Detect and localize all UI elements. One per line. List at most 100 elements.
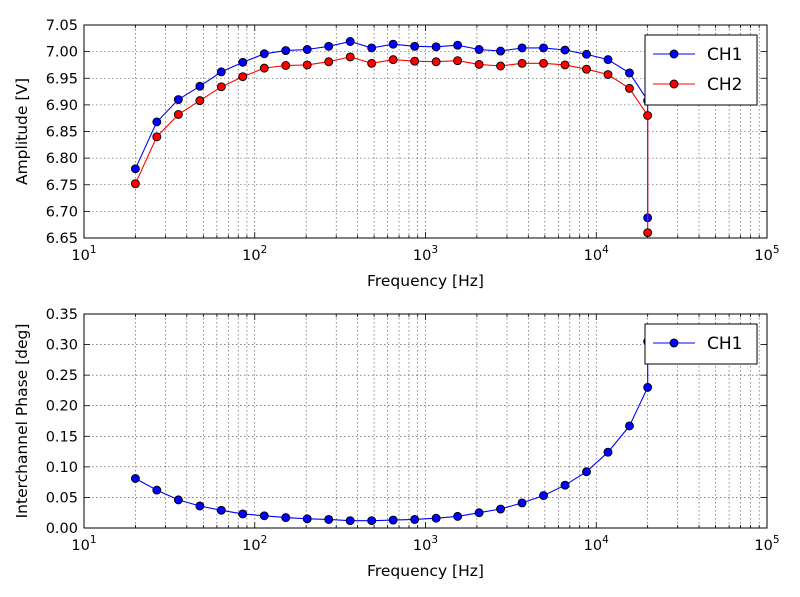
y-tick-label: 0.15 (46, 429, 78, 445)
data-point-ch1 (216, 505, 226, 515)
data-point-ch1 (603, 447, 613, 457)
data-point-ch2 (195, 96, 205, 106)
data-point-ch2 (238, 72, 248, 82)
data-point-ch2 (625, 83, 634, 93)
data-point-ch1 (238, 57, 248, 67)
data-point-ch2 (388, 55, 398, 65)
legend: CH1 (644, 323, 758, 365)
legend-marker (669, 79, 679, 89)
x-tick-label: 102 (242, 244, 267, 264)
y-tick-label: 6.90 (46, 98, 78, 114)
data-point-ch1 (474, 45, 484, 54)
y-axis-title: Amplitude [V] (13, 78, 31, 185)
data-point-ch2 (345, 52, 355, 62)
data-point-ch2 (603, 70, 613, 79)
x-tick-label: 103 (413, 244, 438, 264)
series-line-ch1 (134, 40, 649, 218)
x-tick-label: 105 (754, 244, 779, 264)
data-point-ch1 (410, 514, 420, 524)
x-tick-label: 104 (584, 534, 609, 554)
data-point-ch1 (388, 39, 398, 49)
data-point-ch2 (496, 61, 506, 71)
x-tick-label: 102 (242, 534, 267, 554)
data-point-ch1 (388, 515, 398, 525)
data-point-ch1 (539, 491, 548, 501)
data-point-ch1 (302, 45, 312, 54)
data-point-ch1 (431, 513, 441, 523)
x-tick-label: 103 (413, 534, 438, 554)
data-point-ch1 (496, 504, 506, 514)
phase-chart: 0.00 0.05 0.10 0.15 0.20 0.25 0.30 0.35 101 102 10… (13, 307, 780, 580)
legend-label: CH1 (707, 334, 742, 354)
data-point-ch2 (453, 56, 463, 66)
data-point-ch2 (643, 111, 653, 120)
data-point-ch2 (130, 179, 140, 189)
x-tick-label: 101 (71, 534, 96, 554)
data-point-ch2 (474, 59, 484, 69)
y-tick-label: 6.70 (46, 204, 78, 220)
data-point-ch1 (259, 511, 269, 521)
x-tick-label: 105 (754, 534, 779, 554)
legend-box (644, 34, 758, 106)
data-point-ch1 (367, 43, 377, 53)
data-point-ch2 (281, 61, 291, 70)
data-point-ch1 (474, 508, 484, 518)
data-point-ch1 (281, 513, 291, 523)
y-tick-label: 7.00 (46, 45, 78, 61)
data-point-ch1 (152, 117, 162, 127)
legend-marker (669, 49, 679, 59)
y-tick-label: 6.85 (46, 125, 78, 141)
data-point-ch1 (345, 516, 355, 526)
x-axis-title: Frequency [Hz] (367, 562, 484, 580)
y-tick-label: 7.05 (46, 18, 78, 34)
y-tick-label: 0.30 (46, 338, 78, 354)
data-point-ch1 (152, 485, 162, 495)
y-axis-title: Interchannel Phase [deg] (13, 324, 31, 519)
data-point-ch1 (195, 81, 205, 91)
data-point-ch2 (517, 58, 527, 68)
data-point-ch1 (216, 67, 226, 77)
x-tick-label: 104 (584, 244, 609, 264)
y-tick-label: 0.35 (46, 307, 78, 323)
data-point-ch1 (560, 45, 570, 55)
y-tick-label: 6.95 (46, 71, 78, 87)
data-point-ch2 (259, 63, 269, 73)
data-point-ch2 (560, 60, 570, 70)
data-point-ch1 (195, 501, 205, 511)
legend: CH1 CH2 (644, 34, 758, 106)
data-point-ch1 (324, 41, 334, 51)
data-point-ch1 (259, 49, 269, 59)
data-point-ch1 (517, 43, 527, 53)
data-point-ch1 (173, 495, 183, 505)
y-tick-label: 6.80 (46, 151, 78, 167)
x-tick-label: 101 (71, 244, 96, 264)
data-point-ch1 (367, 516, 377, 526)
data-point-ch2 (324, 57, 334, 67)
y-tick-label: 0.20 (46, 399, 78, 415)
data-point-ch1 (130, 164, 140, 174)
data-point-ch2 (410, 56, 420, 66)
data-point-ch1 (603, 55, 613, 65)
data-point-ch1 (238, 509, 248, 519)
data-point-ch1 (539, 43, 548, 53)
data-point-ch1 (496, 46, 506, 56)
data-point-ch2 (582, 64, 591, 74)
data-point-ch1 (517, 498, 527, 508)
data-point-ch2 (152, 132, 162, 142)
y-tick-label: 6.75 (46, 178, 78, 194)
data-point-ch1 (625, 421, 634, 431)
data-point-ch1 (582, 49, 591, 59)
data-point-ch2 (367, 58, 377, 68)
legend-marker (669, 338, 679, 348)
data-point-ch1 (453, 511, 463, 521)
y-tick-label: 0.25 (46, 368, 78, 384)
y-tick-label: 0.05 (46, 490, 78, 506)
legend-box (644, 323, 758, 365)
series-line-ch2 (134, 56, 649, 233)
data-point-ch1 (625, 68, 634, 78)
data-point-ch2 (431, 57, 441, 67)
y-tick-label: 6.65 (46, 231, 78, 247)
data-point-ch2 (302, 60, 312, 70)
data-point-ch1 (410, 41, 420, 51)
data-point-ch2 (539, 58, 548, 68)
